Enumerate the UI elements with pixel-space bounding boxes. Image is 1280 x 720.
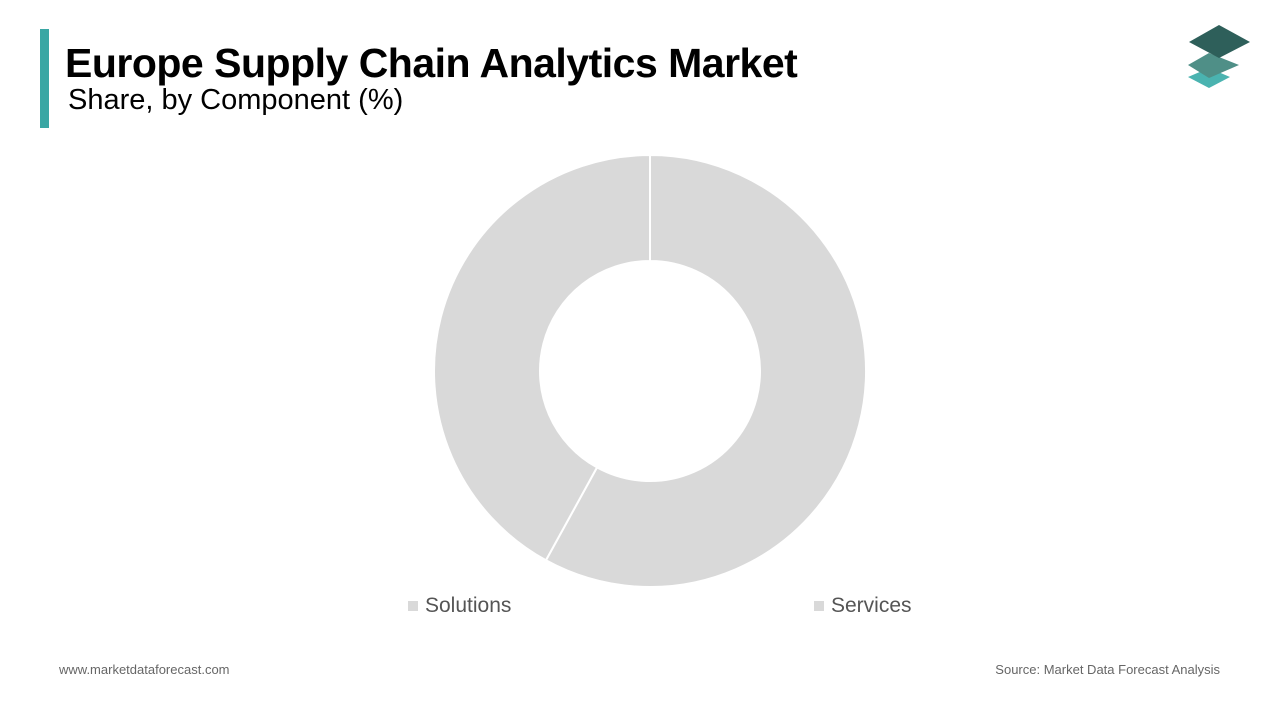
legend-swatch-solutions	[408, 601, 418, 611]
donut-slice-solutions	[544, 153, 867, 588]
chart-title: Europe Supply Chain Analytics Market	[65, 40, 798, 86]
legend-item-solutions: Solutions	[408, 594, 511, 618]
footer-source: Source: Market Data Forecast Analysis	[995, 662, 1220, 677]
title-accent-bar	[40, 29, 49, 128]
legend-swatch-services	[814, 601, 824, 611]
legend-label-solutions: Solutions	[425, 594, 512, 617]
footer-website: www.marketdataforecast.com	[59, 662, 230, 677]
logo-layer-top	[1189, 25, 1250, 58]
legend-item-services: Services	[814, 594, 912, 618]
chart-subtitle: Share, by Component (%)	[68, 84, 404, 116]
donut-slice-services	[433, 153, 651, 562]
legend-label-services: Services	[831, 594, 912, 617]
stacked-layers-icon	[1188, 25, 1250, 88]
logo-layer-middle	[1188, 53, 1239, 78]
